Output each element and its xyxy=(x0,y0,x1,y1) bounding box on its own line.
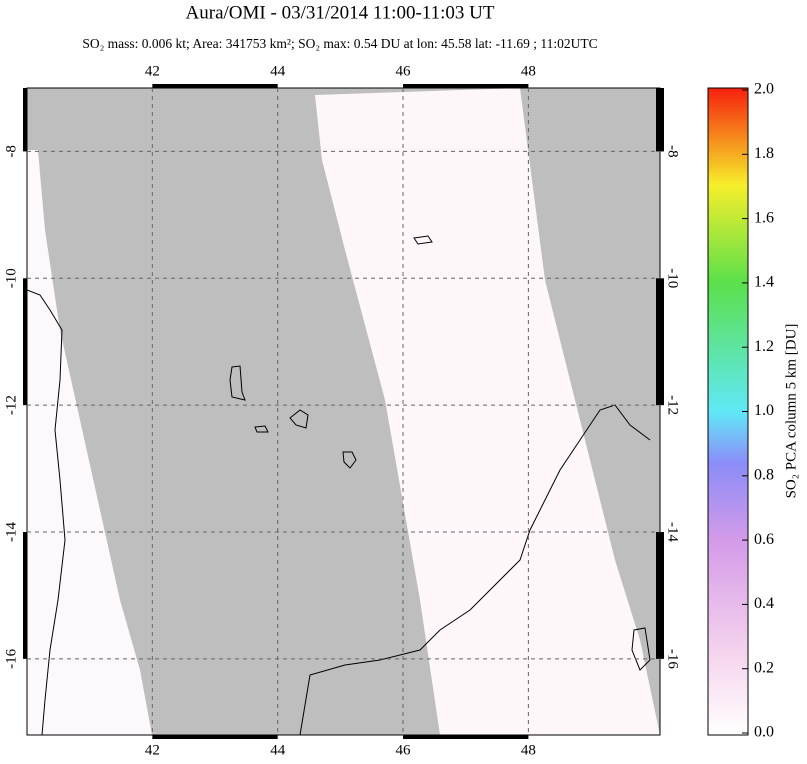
frame-bar xyxy=(23,278,27,406)
y-tick-label: -16 xyxy=(665,649,681,669)
colorbar-tick-label: 1.8 xyxy=(754,145,774,162)
colorbar-tick-label: 0.4 xyxy=(754,595,774,612)
colorbar-tick-label: 1.2 xyxy=(754,338,774,355)
colorbar-tick-label: 0.2 xyxy=(754,659,774,676)
y-tick-label: -10 xyxy=(3,268,19,288)
colorbar-tick-label: 1.4 xyxy=(754,274,774,291)
plot-frame xyxy=(26,87,661,736)
x-tick-label: 42 xyxy=(145,742,160,758)
colorbar-tick-label: 2.0 xyxy=(754,81,774,98)
colorbar-tick-label: 1.0 xyxy=(754,402,774,419)
frame-bar xyxy=(23,532,27,659)
swath-right xyxy=(315,88,660,735)
frame-bar xyxy=(403,735,529,739)
colorbar-tick-label: 0.6 xyxy=(754,531,774,548)
frame-bar xyxy=(152,735,278,739)
x-tick-label: 44 xyxy=(270,63,286,79)
frame-bar xyxy=(152,84,278,88)
x-tick-label: 44 xyxy=(270,742,286,758)
island-grande-comore xyxy=(229,365,246,401)
island-aldabra xyxy=(413,235,433,245)
colorbar-tick-label: 0.8 xyxy=(754,466,774,483)
map-area xyxy=(27,88,660,735)
island-mayotte xyxy=(342,451,357,469)
x-tick-label: 46 xyxy=(396,742,412,758)
coastline-madagascar xyxy=(299,404,651,735)
y-tick-label: -14 xyxy=(3,522,19,542)
y-tick-label: -10 xyxy=(665,268,681,288)
x-tick-label: 48 xyxy=(521,742,536,758)
y-tick-label: -8 xyxy=(665,145,681,158)
frame-bar xyxy=(656,278,664,406)
x-tick-label: 46 xyxy=(396,63,412,79)
island-moheli xyxy=(254,425,269,433)
colorbar xyxy=(707,87,749,736)
title: Aura/OMI - 03/31/2014 11:00-11:03 UT xyxy=(186,2,495,23)
colorbar-tick-label: 0.0 xyxy=(754,724,774,741)
colorbar-label: SO₂ PCA column 5 km [DU] xyxy=(783,324,799,499)
y-tick-label: -8 xyxy=(3,145,19,158)
y-tick-label: -12 xyxy=(665,395,681,415)
colorbar-tick-label: 1.6 xyxy=(754,209,774,226)
frame-bar xyxy=(403,84,529,88)
swath-left xyxy=(27,150,152,735)
y-tick-label: -14 xyxy=(665,522,681,542)
subtitle: SO₂ mass: 0.006 kt; Area: 341753 km²; SO… xyxy=(82,36,597,51)
y-tick-label: -12 xyxy=(3,395,19,415)
y-tick-label: -16 xyxy=(3,648,19,668)
frame-bar xyxy=(23,88,27,152)
island-anjouan xyxy=(289,409,309,429)
x-tick-label: 42 xyxy=(145,63,160,79)
coastline-africa xyxy=(27,289,66,735)
frame-bar xyxy=(656,532,664,659)
frame-bar xyxy=(656,88,664,152)
coastline-east xyxy=(631,627,651,671)
x-tick-label: 48 xyxy=(521,63,536,79)
